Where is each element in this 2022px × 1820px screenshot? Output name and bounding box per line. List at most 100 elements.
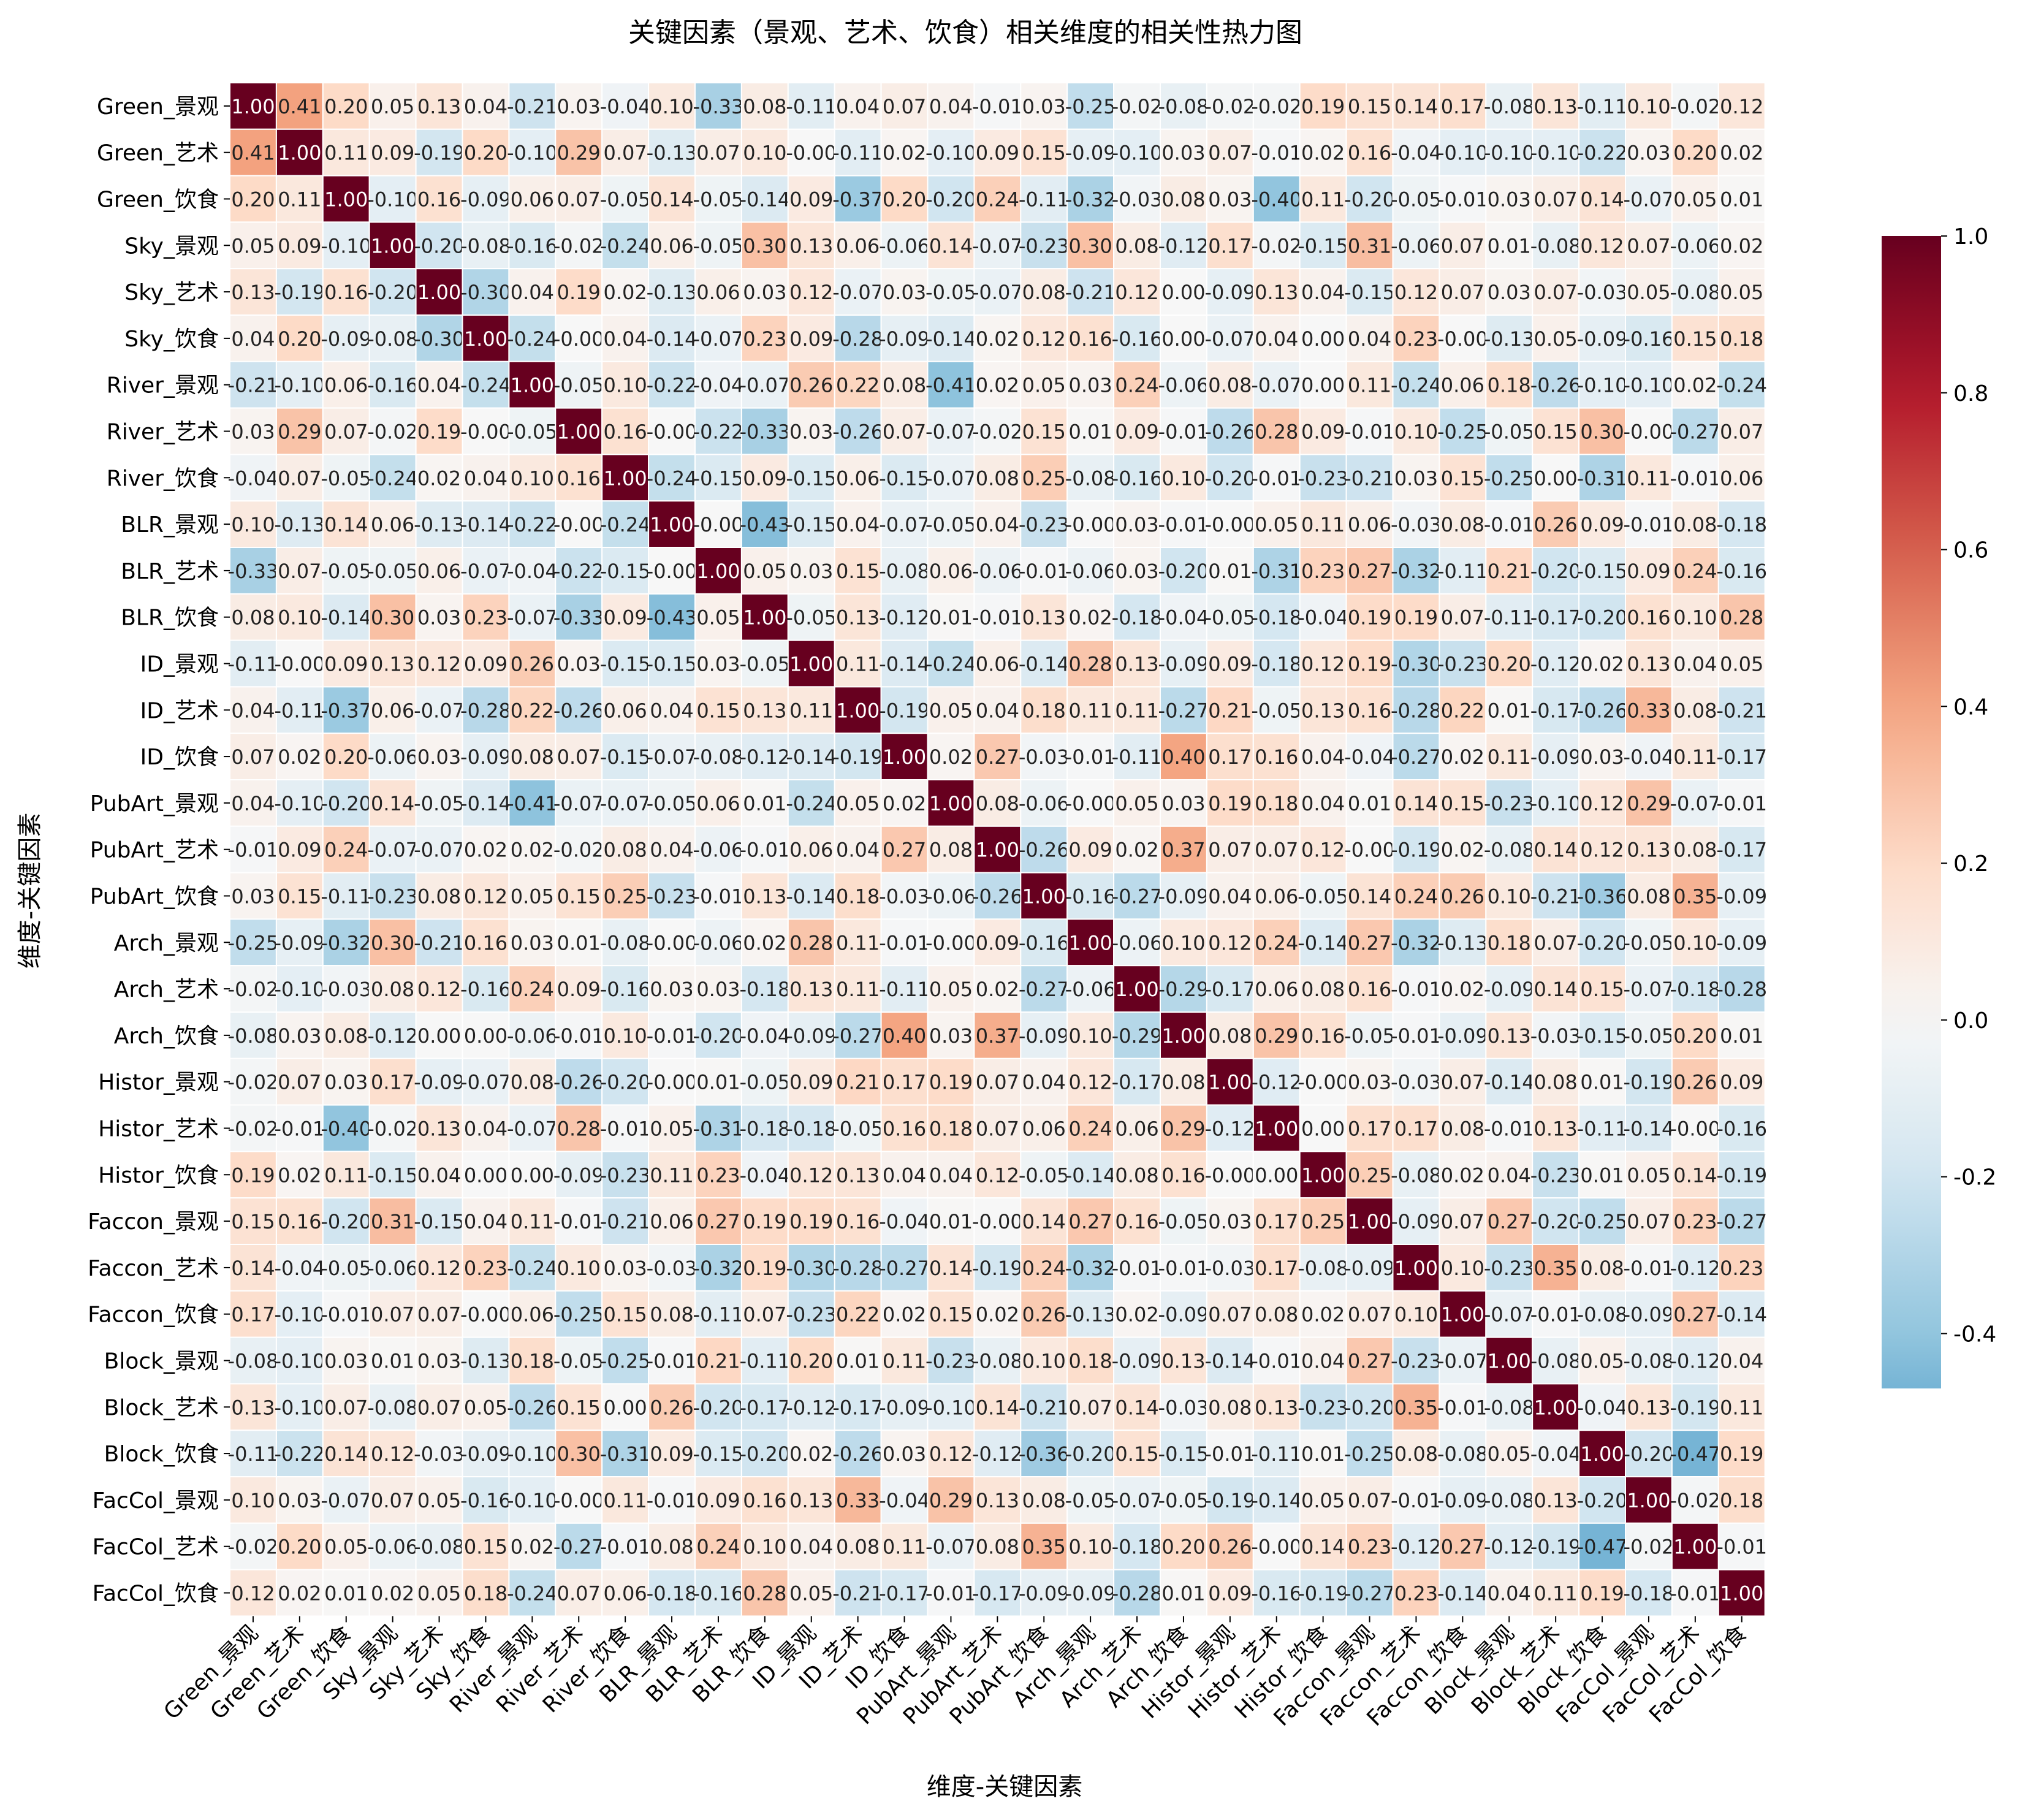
cell-value-label: -0.10 — [507, 1489, 558, 1512]
cell-value-label: 1.00 — [1673, 1536, 1717, 1559]
cell-value-label: -0.07 — [739, 374, 790, 397]
cell-value-label: -0.02 — [367, 421, 418, 444]
cell-value-label: 0.18 — [1720, 327, 1763, 351]
cell-value-label: 0.00 — [511, 1163, 554, 1187]
cell-value-label: 0.01 — [1580, 1071, 1624, 1094]
heatmap-cell — [1160, 82, 1207, 130]
cell-value-label: 0.02 — [976, 978, 1019, 1001]
cell-value-label: -0.03 — [1019, 745, 1070, 769]
cell-value-label: 0.06 — [929, 560, 973, 583]
heatmap-cell — [555, 733, 603, 780]
cell-value-label: 0.30 — [371, 606, 414, 630]
heatmap-cell — [787, 360, 835, 409]
cell-value-label: 0.03 — [1208, 188, 1252, 211]
heatmap-cell — [694, 547, 742, 595]
cell-value-label: -0.24 — [600, 234, 651, 257]
cell-value-label: 0.11 — [324, 1163, 368, 1187]
cell-value-label: -0.25 — [228, 931, 279, 954]
cell-value-label: 0.19 — [1720, 1442, 1763, 1466]
cell-value-label: 0.13 — [1627, 653, 1670, 676]
cell-value-label: -0.01 — [1391, 1024, 1442, 1048]
heatmap-cell — [1066, 500, 1115, 549]
cell-value-label: -0.00 — [1065, 513, 1116, 536]
cell-value-label: -0.13 — [647, 142, 697, 165]
cell-value-label: 0.07 — [1441, 281, 1484, 304]
heatmap-cell — [1113, 360, 1161, 409]
y-tick-label: BLR_艺术 — [121, 559, 219, 584]
heatmap-cell — [1717, 360, 1766, 409]
heatmap-cell — [1625, 360, 1673, 409]
heatmap-cell — [648, 547, 696, 595]
cell-value-label: 1.00 — [278, 142, 321, 165]
cell-value-label: 0.10 — [1441, 1257, 1484, 1280]
cell-value-label: -0.15 — [786, 466, 837, 490]
cell-value-label: 0.01 — [1488, 234, 1531, 257]
cell-value-label: 0.15 — [836, 560, 880, 583]
cell-value-label: 0.05 — [929, 978, 973, 1001]
cell-value-label: 0.06 — [650, 1210, 693, 1233]
cell-value-label: -0.01 — [1530, 1303, 1581, 1327]
cell-value-label: -0.15 — [1577, 1024, 1628, 1048]
heatmap-cell — [1392, 639, 1440, 688]
cell-value-label: -0.01 — [1158, 1257, 1209, 1280]
heatmap-cell — [1252, 314, 1301, 362]
cell-value-label: -0.09 — [1158, 885, 1209, 908]
cell-value-label: -0.07 — [925, 1536, 976, 1559]
cell-value-label: 0.15 — [231, 1210, 275, 1233]
cell-value-label: -0.08 — [1484, 1489, 1535, 1512]
heatmap-cell — [1299, 639, 1347, 688]
cell-value-label: 0.15 — [278, 885, 321, 908]
cell-value-label: 0.20 — [324, 745, 368, 769]
heatmap-cell — [648, 175, 696, 223]
heatmap-cell — [1717, 128, 1766, 177]
heatmap-cell — [368, 175, 417, 223]
cell-value-label: 0.20 — [278, 1536, 321, 1559]
heatmap-cell — [834, 360, 882, 409]
cell-value-label: -0.01 — [1437, 1396, 1488, 1419]
cell-value-label: 0.03 — [557, 95, 601, 118]
cell-value-label: -0.12 — [786, 1396, 837, 1419]
cell-value-label: 0.07 — [324, 421, 368, 444]
heatmap-cell — [1113, 639, 1161, 688]
cell-value-label: -0.01 — [1065, 745, 1116, 769]
cell-value-label: -0.15 — [414, 1210, 465, 1233]
heatmap-cell — [415, 547, 463, 595]
cell-value-label: 0.12 — [1208, 931, 1252, 954]
cell-value-label: 0.17 — [1394, 1118, 1438, 1141]
cell-value-label: 0.04 — [1673, 653, 1717, 676]
cell-value-label: -0.11 — [1437, 560, 1488, 583]
cell-value-label: 0.03 — [1348, 1071, 1391, 1094]
cell-value-label: 0.02 — [883, 142, 926, 165]
cell-value-label: 0.14 — [1115, 1396, 1158, 1419]
cell-value-label: 0.11 — [278, 188, 321, 211]
heatmap-cell — [1066, 407, 1115, 455]
heatmap-cell — [1532, 314, 1580, 362]
cell-value-label: -0.05 — [507, 421, 558, 444]
heatmap-cell — [275, 268, 324, 316]
cell-value-label: 0.03 — [417, 606, 461, 630]
heatmap-cell — [1160, 639, 1207, 688]
cell-value-label: -0.08 — [414, 1536, 465, 1559]
colorbar — [1882, 236, 1941, 1388]
cell-value-label: -0.09 — [1158, 653, 1209, 676]
cell-value-label: -0.10 — [367, 188, 418, 211]
cell-value-label: 0.20 — [1673, 142, 1717, 165]
cell-value-label: 0.07 — [231, 745, 275, 769]
cell-value-label: 0.14 — [1394, 95, 1438, 118]
cell-value-label: 0.17 — [1255, 1210, 1298, 1233]
cell-value-label: -0.01 — [1391, 1489, 1442, 1512]
cell-value-label: 0.10 — [231, 1489, 275, 1512]
cell-value-label: 0.27 — [1348, 931, 1391, 954]
cell-value-label: -0.11 — [228, 1442, 279, 1466]
cell-value-label: -0.08 — [1065, 466, 1116, 490]
cell-value-label: 0.03 — [1580, 745, 1624, 769]
cell-value-label: -0.15 — [647, 653, 697, 676]
cell-value-label: -0.15 — [693, 1442, 744, 1466]
cell-value-label: 0.03 — [1115, 560, 1158, 583]
cell-value-label: -0.16 — [1112, 466, 1163, 490]
cell-value-label: -0.24 — [1716, 374, 1767, 397]
cell-value-label: 0.08 — [1161, 1071, 1205, 1094]
cell-value-label: 0.13 — [1022, 606, 1066, 630]
heatmap-cell — [1532, 175, 1580, 223]
cell-value-label: -0.30 — [460, 281, 511, 304]
